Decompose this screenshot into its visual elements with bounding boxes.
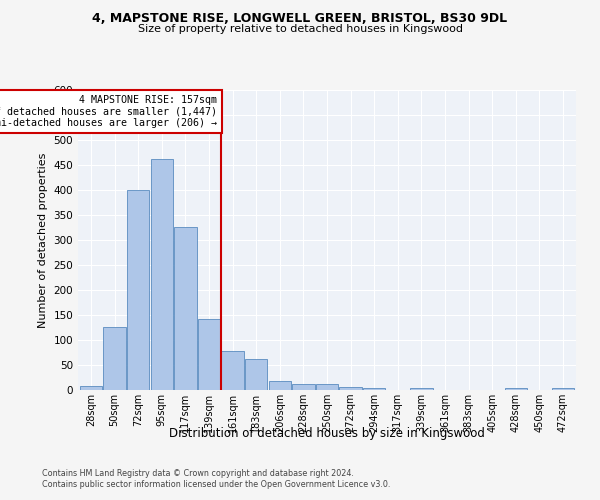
Text: 4 MAPSTONE RISE: 157sqm
← 87% of detached houses are smaller (1,447)
12% of semi: 4 MAPSTONE RISE: 157sqm ← 87% of detache…: [0, 95, 217, 128]
Bar: [363, 388, 385, 390]
Bar: [80, 386, 102, 390]
Text: Size of property relative to detached houses in Kingswood: Size of property relative to detached ho…: [137, 24, 463, 34]
Text: Contains HM Land Registry data © Crown copyright and database right 2024.: Contains HM Land Registry data © Crown c…: [42, 468, 354, 477]
Bar: [151, 158, 173, 390]
Text: 4, MAPSTONE RISE, LONGWELL GREEN, BRISTOL, BS30 9DL: 4, MAPSTONE RISE, LONGWELL GREEN, BRISTO…: [92, 12, 508, 26]
Bar: [316, 384, 338, 390]
Bar: [340, 387, 362, 390]
Bar: [245, 358, 268, 390]
Bar: [103, 326, 126, 390]
Bar: [127, 190, 149, 390]
Text: Distribution of detached houses by size in Kingswood: Distribution of detached houses by size …: [169, 428, 485, 440]
Bar: [292, 384, 314, 390]
Bar: [198, 318, 220, 390]
Bar: [410, 388, 433, 390]
Bar: [269, 381, 291, 390]
Bar: [552, 388, 574, 390]
Bar: [505, 388, 527, 390]
Bar: [174, 226, 197, 390]
Text: Contains public sector information licensed under the Open Government Licence v3: Contains public sector information licen…: [42, 480, 391, 489]
Y-axis label: Number of detached properties: Number of detached properties: [38, 152, 48, 328]
Bar: [221, 351, 244, 390]
